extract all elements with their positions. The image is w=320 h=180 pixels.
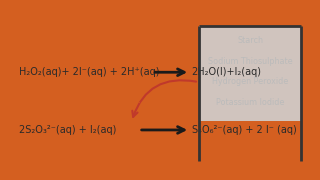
- Text: 2S₂O₃²⁻(aq) + I₂(aq): 2S₂O₃²⁻(aq) + I₂(aq): [19, 125, 116, 135]
- Text: Hydrogen Peroxide: Hydrogen Peroxide: [212, 77, 288, 86]
- Text: Multiple Reactions: Multiple Reactions: [34, 18, 174, 33]
- Text: •Reaction 1 (slow):: •Reaction 1 (slow):: [19, 46, 118, 56]
- Text: 2H₂O(l)+I₂(aq): 2H₂O(l)+I₂(aq): [192, 67, 261, 77]
- Text: Sodium Thiosulphate: Sodium Thiosulphate: [208, 57, 292, 66]
- Text: Starch: Starch: [237, 36, 263, 45]
- Text: •Reaction 2 (very fast):: •Reaction 2 (very fast):: [19, 95, 140, 105]
- Text: H₂O₂(aq)+ 2I⁻(aq) + 2H⁺(aq): H₂O₂(aq)+ 2I⁻(aq) + 2H⁺(aq): [19, 67, 159, 77]
- Text: Potassium Iodide: Potassium Iodide: [216, 98, 284, 107]
- Bar: [199, 26, 301, 121]
- Text: S₄O₆²⁻(aq) + 2 I⁻ (aq): S₄O₆²⁻(aq) + 2 I⁻ (aq): [192, 125, 296, 135]
